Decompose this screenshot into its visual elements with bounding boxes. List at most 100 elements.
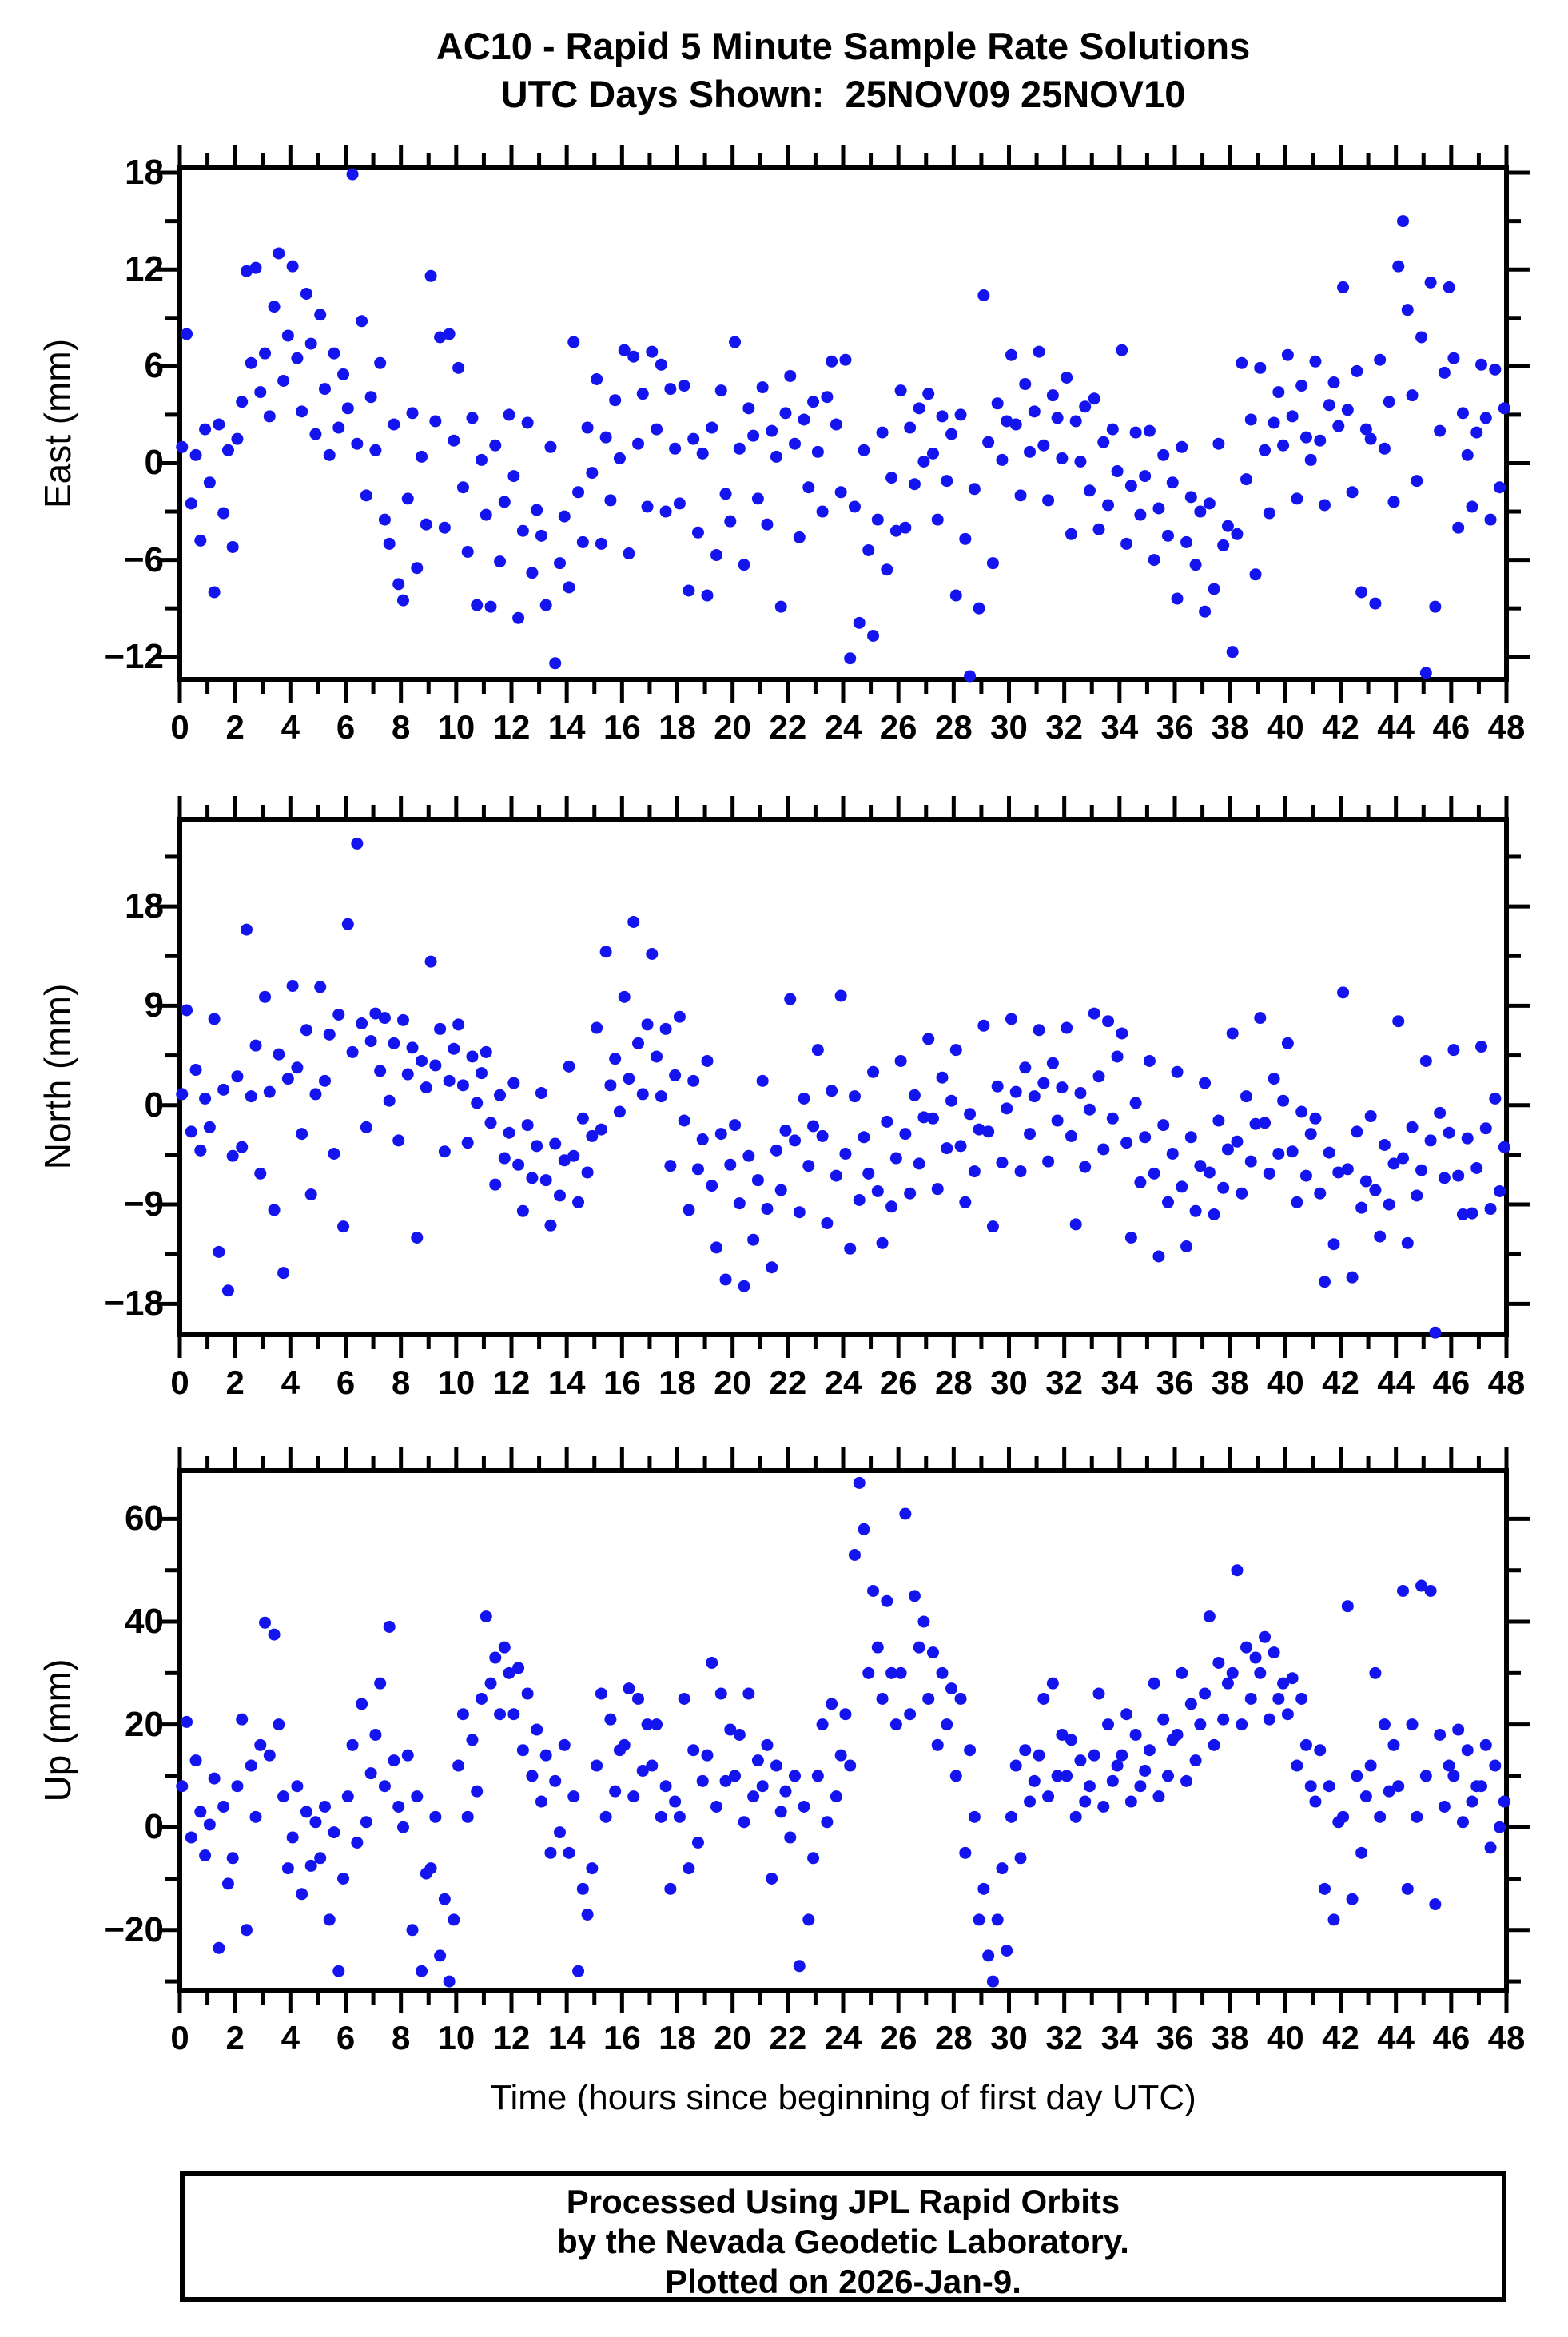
north-data-point [341,918,354,930]
north-data-point [834,989,847,1002]
up-data-point [696,1774,709,1787]
up-data-point [221,1877,234,1890]
north-data-point [1065,1129,1077,1142]
east-data-point [1176,440,1188,453]
up-data-point [724,1723,737,1736]
east-data-point [1479,412,1492,424]
north-data-point [1277,1094,1290,1107]
up-data-point [323,1913,336,1926]
north-data-point [789,1134,802,1147]
up-data-point [273,1718,285,1731]
north-data-point [1014,1165,1027,1178]
east-data-point [249,261,262,274]
up-data-point [1272,1692,1285,1705]
up-data-point [913,1641,925,1654]
up-data-point [1129,1728,1142,1741]
north-data-point [1134,1176,1147,1188]
east-data-point [1456,407,1469,420]
east-data-point [779,407,792,420]
east-data-point [1097,436,1110,448]
north-data-point [1092,1070,1105,1083]
up-data-point [908,1590,921,1602]
east-data-point [1475,358,1488,371]
north-data-point [881,1115,893,1128]
east-x-tick-label: 30 [990,708,1028,746]
north-x-tick-label: 16 [603,1364,641,1401]
up-data-point [1378,1718,1391,1731]
north-data-point [1024,1128,1037,1141]
north-data-point [581,1166,594,1179]
north-x-tick-label: 10 [437,1364,476,1401]
up-data-point [747,1790,760,1803]
up-data-point [1208,1738,1220,1751]
north-data-point [429,1059,442,1072]
north-data-point [221,1284,234,1297]
east-data-point [904,421,917,434]
north-data-point [1327,1238,1340,1251]
north-data-point [991,1080,1004,1093]
north-data-point [231,1070,244,1083]
east-x-tick-label: 18 [659,708,696,746]
up-data-point [1240,1641,1252,1654]
north-data-point [1387,1157,1400,1170]
east-data-point [646,345,659,358]
north-x-tick-label: 0 [170,1364,189,1401]
east-data-point [834,486,847,499]
north-data-point [1359,1175,1372,1188]
up-x-tick-label: 6 [336,2019,356,2056]
east-data-point [1318,499,1331,512]
up-data-point [996,1862,1009,1875]
north-data-point [1318,1276,1331,1288]
north-data-point [1139,1131,1152,1144]
east-data-point [535,529,547,542]
east-x-tick-label: 6 [336,708,356,746]
up-data-point [844,1759,857,1772]
up-data-point [591,1759,603,1772]
north-data-point [871,1184,884,1197]
east-data-point [1364,432,1377,445]
up-data-point [512,1662,525,1674]
north-data-point [1438,1172,1451,1184]
north-data-point [1461,1132,1474,1145]
north-data-point [1401,1236,1414,1249]
up-data-point [291,1780,304,1793]
east-data-point [526,567,539,579]
up-data-point [1236,1718,1248,1731]
up-y-tick-label: −20 [104,1909,164,1949]
east-data-point [1046,389,1059,402]
up-data-point [964,1744,977,1757]
north-data-point [388,1037,400,1049]
north-data-point [678,1114,690,1127]
up-data-point [1484,1841,1497,1854]
east-x-tick-label: 8 [391,708,411,746]
north-data-point [1424,1134,1437,1147]
east-data-point [378,513,391,526]
north-data-point [1009,1085,1022,1098]
up-data-point [452,1759,465,1772]
east-x-tick-label: 10 [437,708,476,746]
east-data-point [761,518,774,531]
east-data-point [213,418,225,431]
up-x-tick-label: 18 [659,2019,696,2056]
east-data-point [1304,453,1317,466]
north-data-point [742,1149,755,1162]
north-data-point [360,1121,372,1133]
north-data-point [867,1065,880,1078]
east-data-point [926,447,939,460]
north-x-tick-label: 36 [1156,1364,1194,1401]
north-data-point [1102,1015,1115,1028]
up-data-point [309,1816,322,1829]
east-data-point [1268,416,1280,429]
east-data-point [1387,496,1400,508]
up-data-point [489,1651,502,1664]
east-y-tick-label: 12 [125,249,164,289]
up-data-point [1120,1708,1133,1721]
up-data-point [503,1666,515,1679]
north-data-point [1194,1160,1207,1172]
east-data-point [217,507,230,520]
east-data-point [1001,415,1013,428]
east-data-point [364,391,377,404]
north-data-point [1456,1208,1469,1220]
north-data-point [977,1019,990,1032]
